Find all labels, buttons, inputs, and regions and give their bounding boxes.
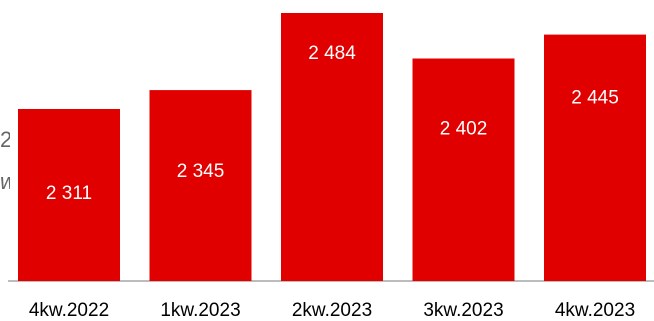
bar-1kw.2023: [149, 90, 252, 281]
category-label-3kw.2023: 3kw.2023: [423, 300, 503, 321]
value-label-2kw.2023: 2 484: [308, 43, 356, 64]
value-label-3kw.2023: 2 402: [440, 119, 488, 140]
category-label-4kw.2022: 4kw.2022: [29, 300, 109, 321]
clipped-label-1: 2: [0, 127, 10, 152]
bar-4kw.2023: [544, 34, 646, 281]
value-label-4kw.2022: 2 311: [46, 183, 92, 204]
value-labels-group: 2 311 2 345 2 484 2 402 2 445: [46, 43, 619, 204]
clipped-label-2: w.: [0, 169, 10, 199]
category-labels-group: 4kw.2022 1kw.2023 2kw.2023 3kw.2023 4kw.2023: [29, 300, 635, 321]
value-label-4kw.2023: 2 445: [571, 88, 619, 109]
category-label-2kw.2023: 2kw.2023: [292, 300, 372, 321]
bar-4kw.2022: [18, 109, 120, 281]
bar-3kw.2023: [412, 58, 515, 281]
value-label-1kw.2023: 2 345: [177, 161, 225, 182]
category-label-1kw.2023: 1kw.2023: [160, 300, 240, 321]
bars-group: [18, 13, 646, 281]
category-label-4kw.2023: 4kw.2023: [555, 300, 635, 321]
bar-2kw.2023: [281, 13, 383, 281]
